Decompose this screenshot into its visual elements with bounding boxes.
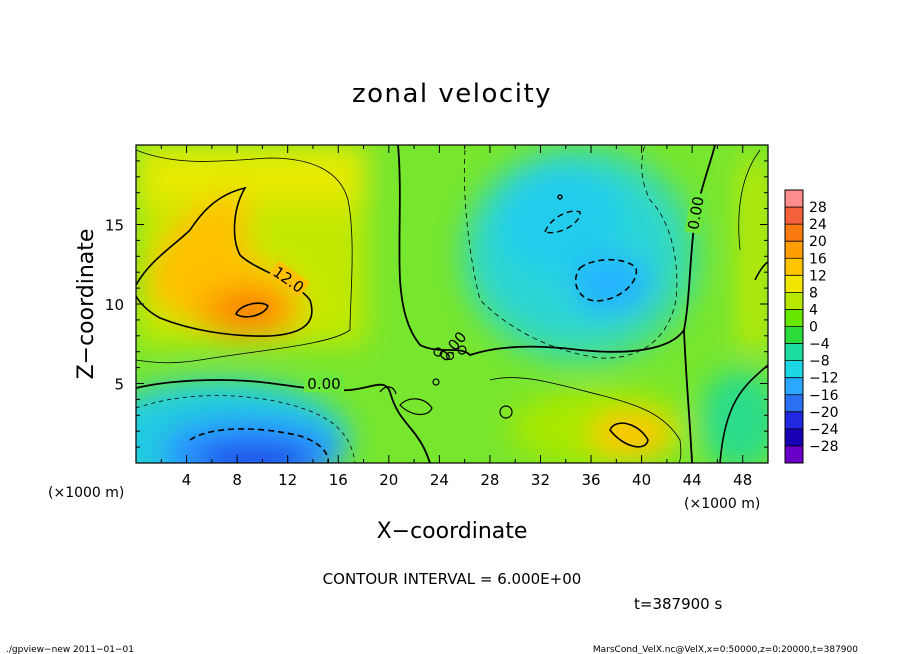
y-tick-label: 10 xyxy=(105,296,124,314)
colorbar-label: 16 xyxy=(809,251,827,267)
contour-zero-upper xyxy=(397,145,716,357)
contour-zero-right xyxy=(683,329,693,463)
x-axis-label: X−coordinate xyxy=(377,519,528,544)
contour-minus6-lower xyxy=(136,395,356,463)
y-tick-label: 5 xyxy=(114,376,124,394)
colorbar-label: −8 xyxy=(809,354,830,370)
footer-right: MarsCond_VelX.nc@VelX,x=0:50000,z=0:2000… xyxy=(593,645,858,654)
contour-interval-text: CONTOUR INTERVAL = 6.000E+00 xyxy=(323,570,582,588)
x-tick-label: 48 xyxy=(733,471,752,489)
contour-zero-lower xyxy=(136,379,431,463)
colorbar-label: 24 xyxy=(809,217,827,233)
x-tick-label: 16 xyxy=(329,471,348,489)
contour-6-lowerright xyxy=(609,422,649,448)
x-unit-right: (×1000 m) xyxy=(684,496,760,512)
colorbar-swatch xyxy=(785,411,803,430)
colorbar-swatch xyxy=(785,445,803,464)
colorbar-label: −28 xyxy=(809,439,839,455)
colorbar-swatch xyxy=(785,241,803,259)
contour-label-zero-a: 0.00 xyxy=(307,375,340,393)
contour-minus12-c xyxy=(189,428,329,463)
y-axis: 5 10 15 xyxy=(105,160,768,448)
colorbar-swatch xyxy=(785,309,803,327)
colorbar-swatch xyxy=(785,394,803,413)
colorbar-label: −12 xyxy=(809,371,839,387)
contour-zero-right-edge xyxy=(719,364,768,463)
contour-18 xyxy=(235,302,269,318)
colorbar-swatch xyxy=(785,428,803,447)
colorbar-label: −24 xyxy=(809,422,839,438)
x-unit-left: (×1000 m) xyxy=(48,485,124,501)
x-tick-label: 32 xyxy=(531,471,550,489)
colorbar-swatch xyxy=(785,258,803,276)
contour-minus12-a xyxy=(574,258,637,302)
colorbar-swatch xyxy=(785,292,803,310)
colorbar-swatch xyxy=(785,343,803,362)
contour-label-zero-b: 0.00 xyxy=(684,195,708,231)
colorbar-swatch xyxy=(785,207,803,225)
x-axis: 4 8 12 16 20 24 28 32 36 40 44 48 xyxy=(160,145,752,489)
contour-6-right xyxy=(738,149,761,251)
colorbar-swatch xyxy=(785,224,803,242)
colorbar-label: 4 xyxy=(809,302,818,318)
colorbar-swatch xyxy=(785,326,803,345)
y-axis-label: Z−coordinate xyxy=(74,229,99,380)
x-tick-label: 8 xyxy=(232,471,242,489)
colorbar-label: 20 xyxy=(809,234,827,250)
colorbar-label: −4 xyxy=(809,337,830,353)
contours xyxy=(136,145,768,463)
colorbar-swatch xyxy=(785,377,803,396)
plot-field: 12.0 0.00 0.00 0.00 xyxy=(136,145,768,463)
contour-6 xyxy=(136,149,353,364)
colorbar-swatch xyxy=(785,275,803,293)
colorbar-swatch xyxy=(785,360,803,379)
x-tick-label: 4 xyxy=(182,471,192,489)
colorbar-label: 0 xyxy=(809,320,818,336)
x-tick-label: 20 xyxy=(379,471,398,489)
contour-6-lowerright-thin xyxy=(489,377,682,463)
colorbar-label: −16 xyxy=(809,388,839,404)
colorbar-label: 12 xyxy=(809,268,827,284)
time-text: t=387900 s xyxy=(634,595,722,613)
colorbar-label: 8 xyxy=(809,285,818,301)
x-tick-label: 40 xyxy=(632,471,651,489)
x-tick-label: 28 xyxy=(480,471,499,489)
contour-minus6 xyxy=(463,145,678,359)
x-tick-label: 36 xyxy=(581,471,600,489)
x-tick-label: 12 xyxy=(278,471,297,489)
colorbar-label: −20 xyxy=(809,405,839,421)
colorbar-label: 28 xyxy=(809,200,827,216)
chart-title: zonal velocity xyxy=(352,79,552,109)
footer-left: ./gpview−new 2011−01−01 xyxy=(6,645,134,654)
contour-minus12-b xyxy=(544,210,581,234)
y-tick-label: 15 xyxy=(105,217,124,235)
colorbar-swatch xyxy=(785,190,803,208)
x-tick-label: 24 xyxy=(430,471,449,489)
x-tick-label: 44 xyxy=(683,471,702,489)
